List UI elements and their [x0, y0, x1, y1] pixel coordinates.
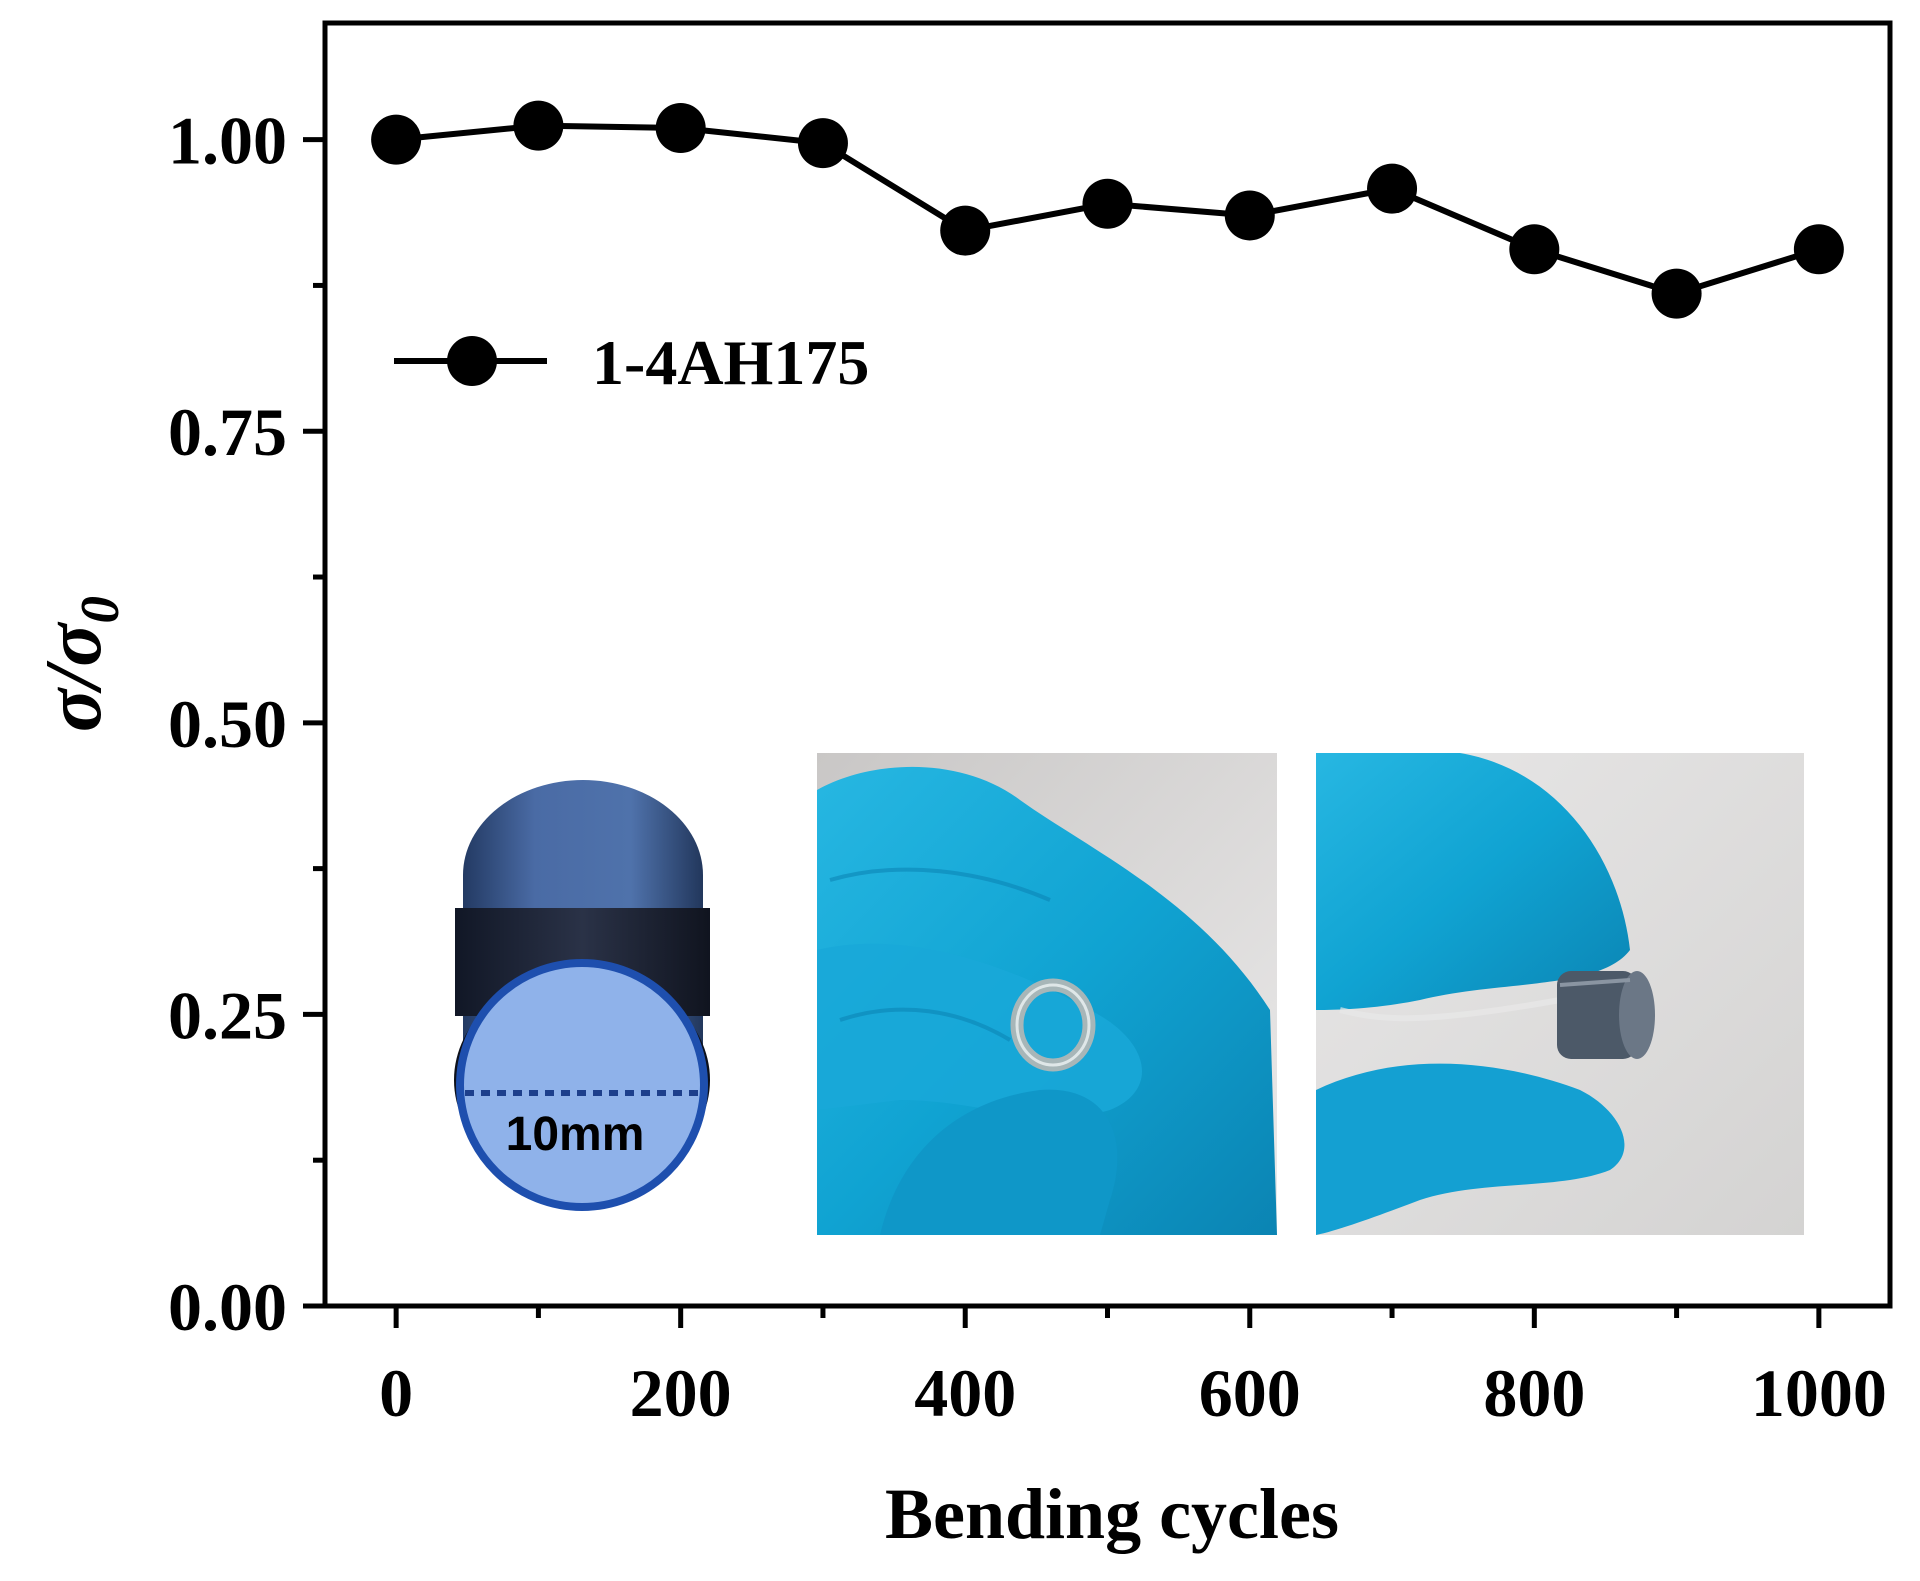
y-axis-ticks: 0.00 0.25 0.50 0.75 1.00: [168, 103, 325, 1345]
data-point: [1793, 224, 1844, 275]
data-point: [1509, 224, 1560, 275]
legend: 1-4AH175: [394, 327, 869, 398]
legend-marker: [447, 336, 497, 386]
inset-photo-ring-sample: [817, 753, 1277, 1235]
series-1-4AH175: [371, 100, 1844, 319]
y-tick-label: 0.50: [168, 686, 287, 762]
x-tick-label: 200: [630, 1355, 732, 1431]
data-point: [1651, 268, 1702, 319]
data-point: [797, 118, 848, 169]
x-tick-label: 1000: [1751, 1355, 1887, 1431]
y-tick-label: 0.25: [168, 977, 287, 1053]
x-tick-label: 800: [1483, 1355, 1585, 1431]
x-tick-label: 600: [1199, 1355, 1301, 1431]
data-point: [1082, 178, 1133, 229]
data-point: [1367, 163, 1418, 214]
data-point: [655, 102, 706, 153]
data-point: [1224, 190, 1275, 241]
x-axis-label: Bending cycles: [885, 1474, 1339, 1554]
inset-cylinder-illustration: 10mm: [454, 780, 710, 1211]
inset-photo-cylinder-sample: [1316, 753, 1804, 1235]
x-tick-label: 0: [379, 1355, 413, 1431]
svg-text:σ/σ0: σ/σ0: [30, 596, 130, 732]
legend-label: 1-4AH175: [592, 327, 869, 398]
y-axis-label-main: σ/σ: [30, 622, 118, 732]
y-axis-label-subscript: 0: [69, 596, 130, 624]
data-point: [371, 114, 422, 165]
y-tick-label: 0.00: [168, 1269, 287, 1345]
y-axis-label: σ/σ0: [30, 596, 130, 732]
data-point: [940, 205, 991, 256]
data-point: [513, 100, 564, 151]
y-tick-label: 1.00: [168, 103, 287, 179]
inset-diameter-label: 10mm: [506, 1108, 645, 1161]
x-tick-label: 400: [914, 1355, 1016, 1431]
y-tick-label: 0.75: [168, 394, 287, 470]
x-axis-ticks: 0 200 400 600 800 1000: [379, 1306, 1887, 1431]
